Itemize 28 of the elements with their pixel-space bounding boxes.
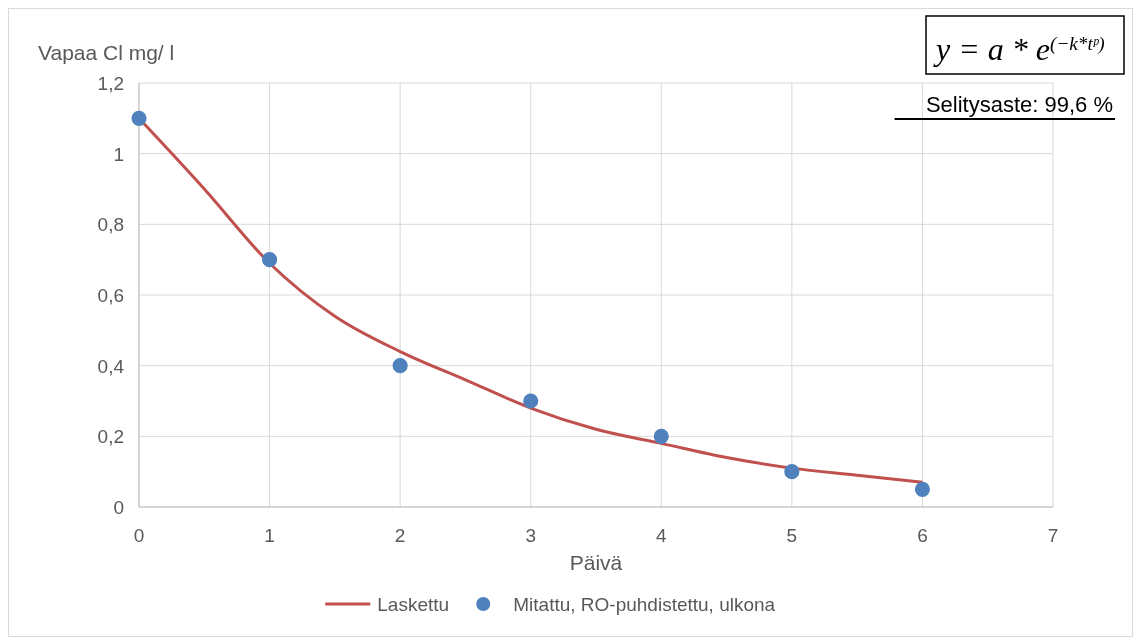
x-tick-label: 4	[656, 525, 667, 546]
x-tick-label: 3	[525, 525, 536, 546]
point	[131, 110, 147, 126]
legend-label: Laskettu	[377, 594, 450, 615]
y-tick-label: 1,2	[97, 73, 124, 94]
y-tick-label: 0,6	[97, 285, 124, 306]
x-tick-label: 2	[394, 525, 406, 546]
x-tick-label: 1	[264, 525, 275, 546]
text: y = a * e$^{(−k*tᵖ)}$	[933, 31, 1105, 67]
x-tick-label: 7	[1047, 525, 1059, 546]
y-tick-label: 0,8	[97, 214, 124, 236]
point	[653, 428, 669, 444]
x-tick-label: 6	[917, 525, 928, 546]
y-tick-label: 0,4	[97, 355, 125, 377]
y-tick-label: 0,2	[97, 426, 124, 448]
point	[523, 393, 539, 409]
x-tick-label: 5	[786, 525, 798, 546]
point	[262, 252, 278, 268]
y-axis-title: Vapaa Cl mg/ l	[38, 41, 175, 64]
point	[784, 464, 800, 480]
legend-label: Mitattu, RO-puhdistettu, ulkona	[513, 594, 776, 615]
y-tick-label: 0	[113, 497, 124, 518]
point	[392, 358, 408, 374]
x-tick-label: 0	[133, 525, 145, 546]
y-tick-label: 1	[113, 143, 124, 165]
x-axis-title: Päivä	[569, 551, 623, 574]
point	[914, 481, 930, 497]
annotation: Selitysaste: 99,6 %	[925, 92, 1113, 117]
